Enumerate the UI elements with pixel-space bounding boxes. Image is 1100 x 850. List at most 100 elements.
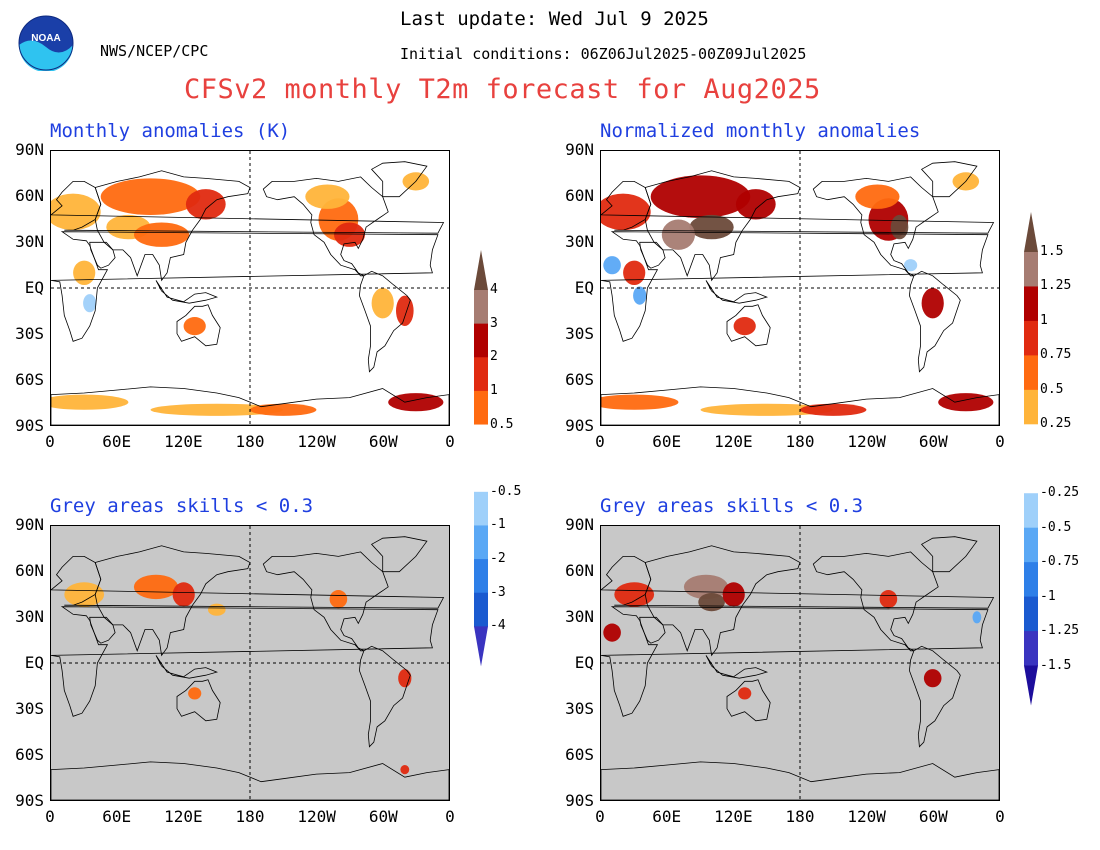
land-greenland bbox=[921, 161, 977, 197]
anomaly-patch bbox=[601, 193, 651, 231]
anomaly-patch bbox=[64, 582, 105, 607]
lat-label: EQ bbox=[574, 278, 594, 297]
coastline-australia bbox=[176, 304, 221, 347]
coastline-greenland bbox=[370, 161, 428, 198]
coastline-asia bbox=[644, 170, 801, 282]
lat-label: 60S bbox=[15, 745, 44, 764]
colorbar-segment bbox=[1024, 458, 1038, 494]
anomaly-patch bbox=[855, 184, 900, 209]
colorbar-segment bbox=[474, 323, 488, 358]
anomaly-patch bbox=[733, 317, 756, 336]
land-indonesia bbox=[706, 655, 767, 679]
lat-label: 60N bbox=[565, 561, 594, 580]
lon-label: 180 bbox=[235, 432, 265, 451]
colorbar-bottom-arrow bbox=[474, 626, 488, 667]
colorbar-label: -1 bbox=[1040, 588, 1056, 604]
colorbar-label: -2 bbox=[490, 551, 506, 567]
coastline-australia bbox=[176, 679, 221, 722]
colorbar-segment bbox=[1024, 286, 1038, 322]
colorbar-segment bbox=[474, 525, 488, 560]
coastline-indonesia bbox=[155, 655, 219, 679]
coastline-indonesia bbox=[705, 280, 769, 304]
coastline-samerica bbox=[358, 270, 411, 373]
coastline-australia bbox=[726, 304, 771, 347]
lat-label: EQ bbox=[24, 278, 44, 297]
map-normalized-anomalies bbox=[600, 150, 1000, 426]
colorbar-segment bbox=[474, 592, 488, 627]
anomaly-patch bbox=[133, 574, 179, 600]
lon-label: 0 bbox=[445, 432, 455, 451]
colorbar-label: -0.5 bbox=[490, 483, 522, 499]
colorbar-label: 3 bbox=[490, 315, 498, 331]
anomaly-patch bbox=[700, 403, 834, 416]
anomaly-patch bbox=[100, 178, 201, 215]
map-canvas bbox=[601, 151, 999, 425]
lat-label: 90S bbox=[565, 416, 594, 435]
colorbar-segment bbox=[474, 357, 488, 392]
land-greenland bbox=[371, 161, 427, 197]
lat-label: 60S bbox=[15, 370, 44, 389]
coastline-europe bbox=[51, 555, 445, 609]
colorbar-svg bbox=[1024, 212, 1038, 706]
coastline-asia bbox=[94, 170, 251, 282]
anomaly-patch bbox=[923, 669, 942, 688]
colorbar-label: 1.5 bbox=[1040, 244, 1064, 259]
colorbar-bottom-arrow bbox=[1024, 665, 1038, 706]
lon-label: 0 bbox=[45, 807, 55, 826]
lon-label: 120W bbox=[847, 432, 886, 451]
map-monthly-anomalies bbox=[50, 150, 450, 426]
anomaly-patch bbox=[938, 393, 994, 412]
anomaly-patch bbox=[188, 687, 202, 700]
colorbar-segment bbox=[1024, 527, 1038, 563]
anomaly-patch bbox=[371, 288, 394, 319]
anomaly-patch bbox=[134, 222, 190, 247]
lon-label: 0 bbox=[595, 807, 605, 826]
colorbar-segment bbox=[474, 491, 488, 526]
lat-label: 30S bbox=[565, 699, 594, 718]
land-indonesia bbox=[156, 655, 217, 679]
lat-label: 60S bbox=[565, 745, 594, 764]
anomaly-patch bbox=[698, 593, 725, 612]
anomaly-patch bbox=[185, 189, 226, 220]
anomaly-patch bbox=[334, 222, 365, 247]
anomaly-patch bbox=[661, 219, 695, 250]
lon-label: 120W bbox=[847, 807, 886, 826]
colorbar-normalized: 1.5 1.25 1 0.75 0.5 0.25 -0.25 -0.5 -0.75 -1 -1.25… bbox=[1016, 212, 1079, 740]
anomaly-patch bbox=[51, 193, 101, 231]
anomaly-patch bbox=[633, 286, 647, 305]
anomaly-patch bbox=[250, 403, 317, 416]
noaa-logo: NOAA bbox=[18, 15, 74, 72]
colorbar-segment bbox=[1024, 389, 1038, 425]
lat-label: 90N bbox=[15, 140, 44, 159]
coastline-samerica bbox=[908, 270, 961, 373]
colorbar-label: -1 bbox=[490, 517, 506, 533]
anomaly-patch bbox=[329, 590, 348, 609]
colorbar-label: -0.75 bbox=[1040, 554, 1080, 570]
land-australia bbox=[727, 679, 771, 721]
lon-label: 120W bbox=[297, 432, 336, 451]
colorbar-segment bbox=[1024, 252, 1038, 287]
lat-label: 30S bbox=[15, 324, 44, 343]
lon-label: 180 bbox=[785, 432, 815, 451]
coastline-africa bbox=[601, 606, 989, 717]
colorbar-segment bbox=[474, 390, 488, 426]
colorbar-label: -0.5 bbox=[1040, 519, 1072, 535]
coastline-asia bbox=[94, 545, 251, 657]
coastline-namerica bbox=[812, 551, 939, 652]
lat-label: 60N bbox=[565, 186, 594, 205]
coastline-greenland bbox=[920, 536, 978, 573]
last-update: Last update: Wed Jul 9 2025 bbox=[400, 8, 709, 30]
anomaly-patch bbox=[601, 394, 679, 410]
land-australia bbox=[177, 679, 221, 721]
anomaly-patch bbox=[689, 214, 734, 240]
coastline-antarctica bbox=[601, 761, 999, 800]
land-samerica bbox=[909, 646, 961, 747]
anomaly-patch bbox=[904, 259, 918, 272]
anomaly-patch bbox=[650, 175, 751, 218]
anomaly-patch bbox=[396, 295, 414, 326]
lat-label: 90S bbox=[565, 791, 594, 810]
lat-label: 30N bbox=[565, 607, 594, 626]
lat-label: 30N bbox=[15, 607, 44, 626]
colorbar-svg bbox=[474, 250, 488, 667]
colorbar-segment bbox=[1024, 424, 1038, 460]
